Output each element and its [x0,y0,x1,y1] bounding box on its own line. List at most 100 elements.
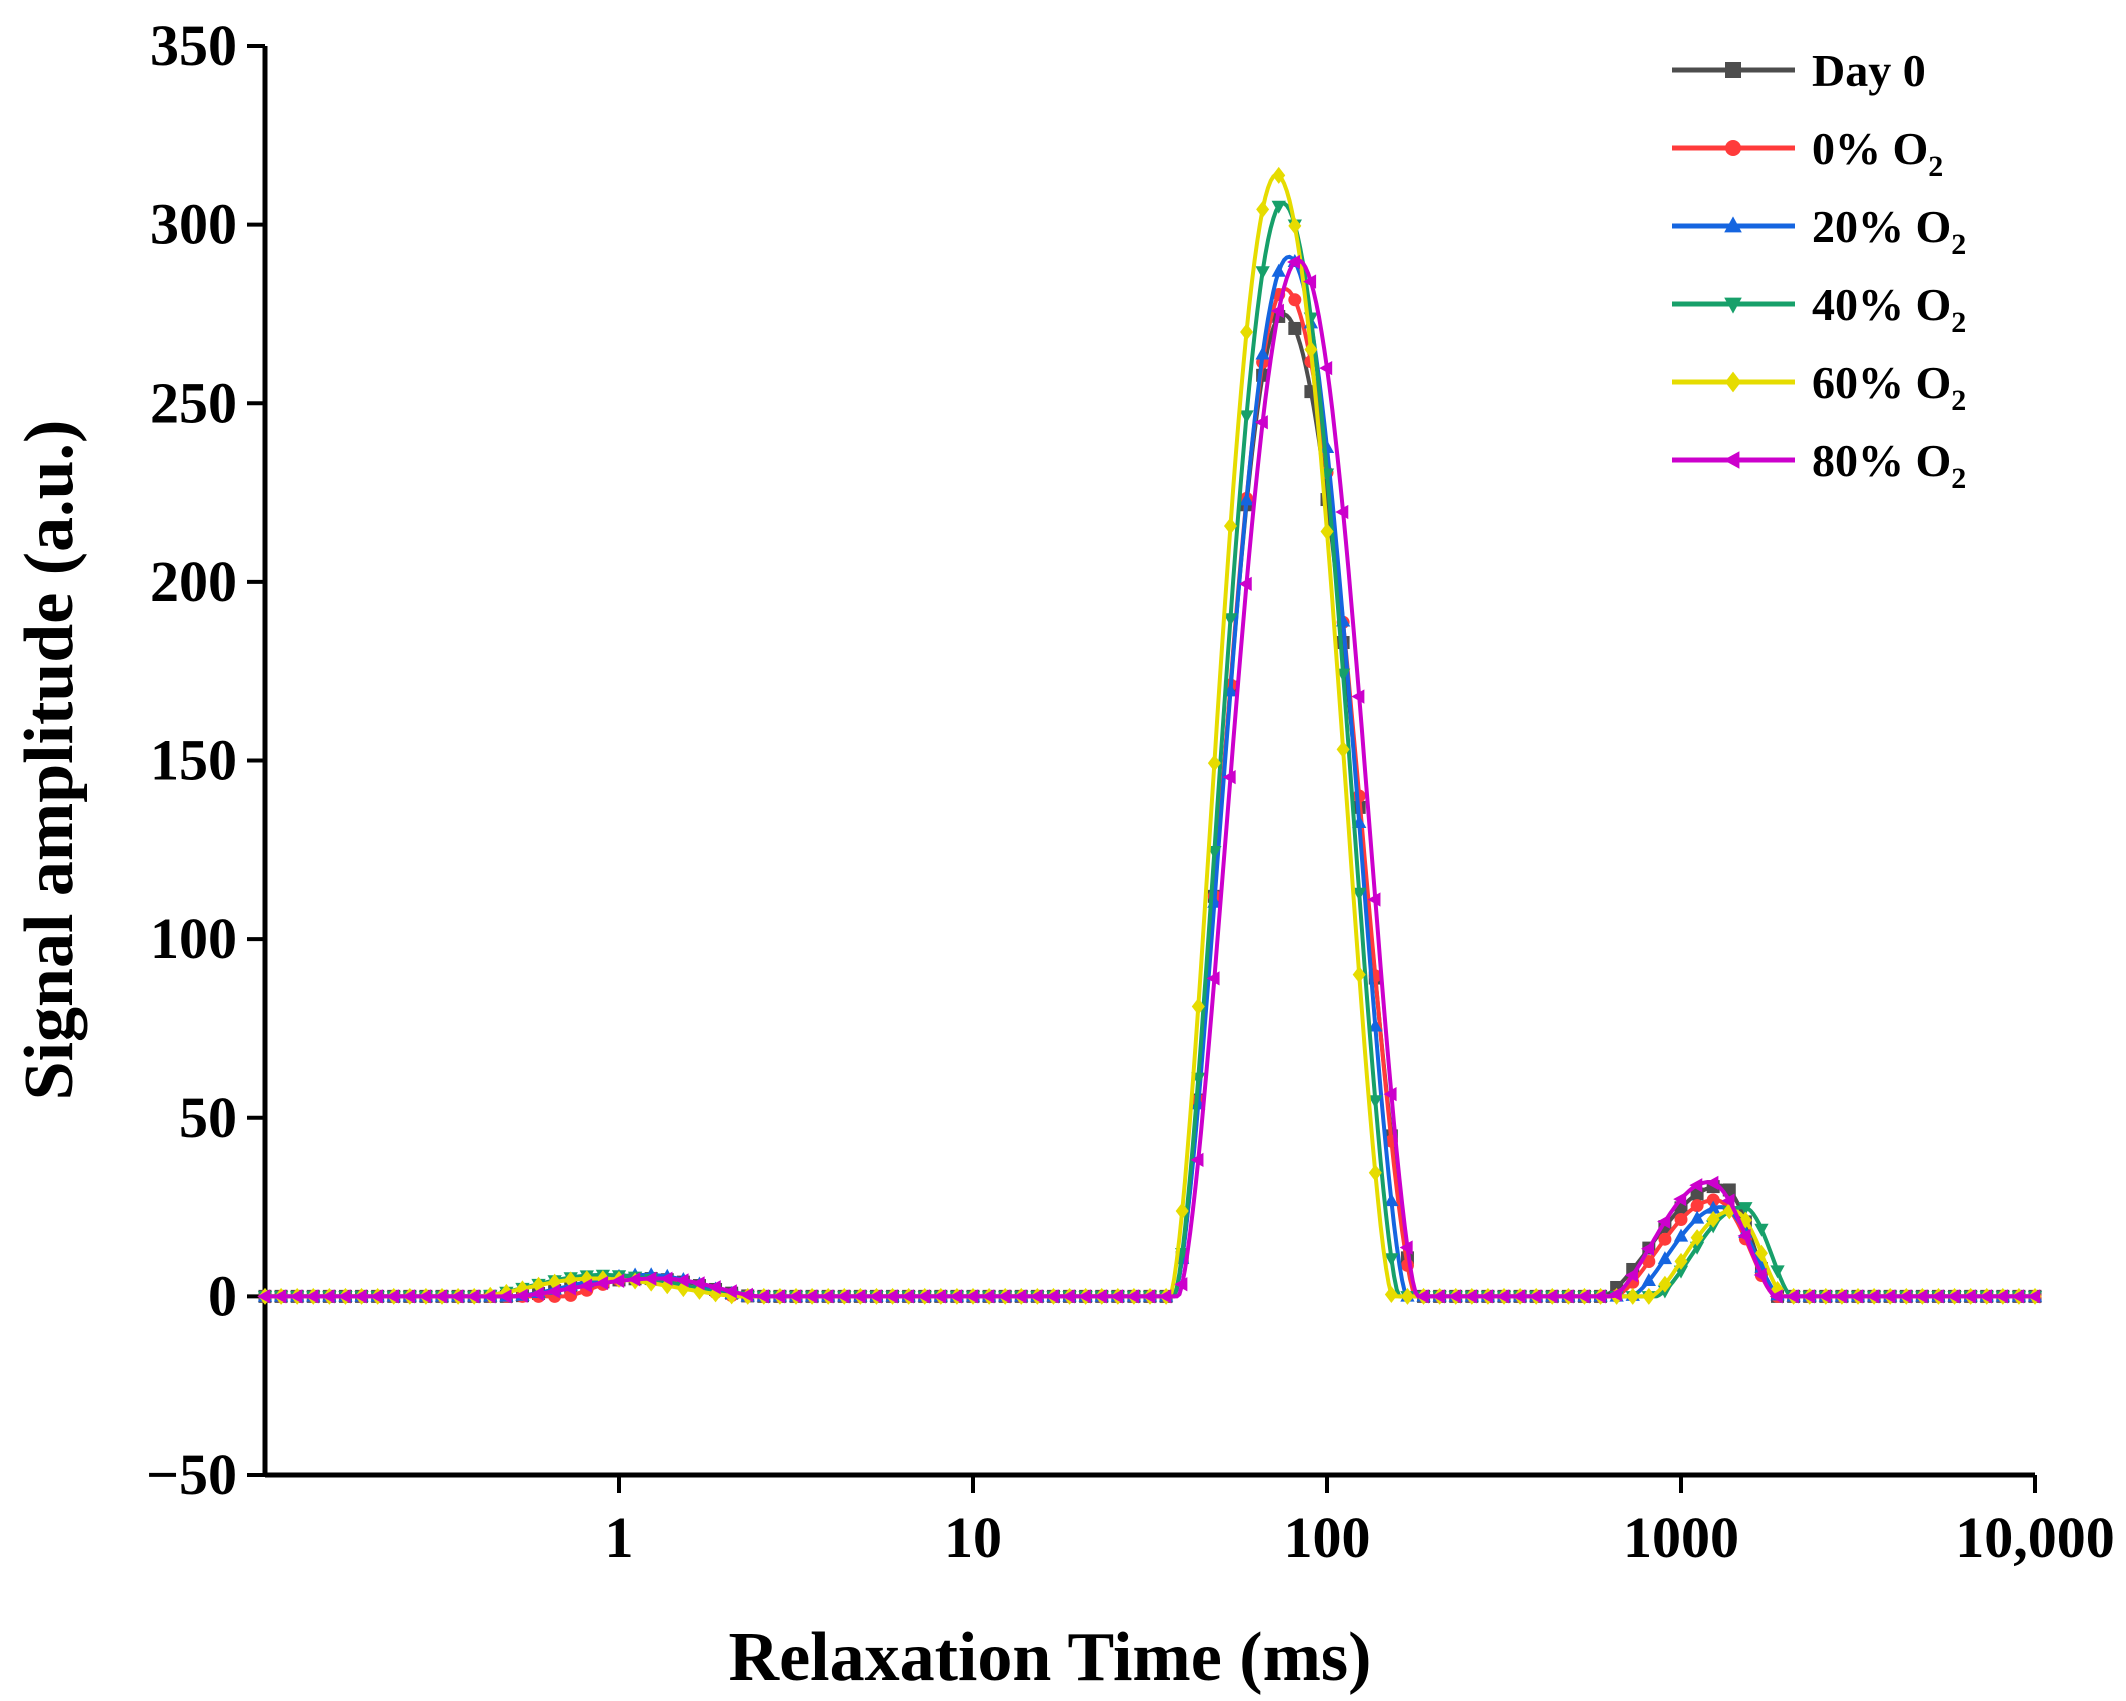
data-point [1158,1289,1172,1304]
data-point [257,1289,271,1304]
data-point [1304,341,1318,358]
data-point [1271,200,1286,214]
data-point [1110,1289,1124,1304]
data-point [691,1276,705,1291]
legend-item: 40% O2 [1672,279,1966,339]
legend-subscript: 2 [1951,462,1966,495]
data-point [707,1280,721,1295]
data-point [595,1275,609,1291]
data-point [868,1289,882,1304]
data-point [1818,1289,1832,1304]
data-point [1272,166,1286,184]
y-tick-label: −50 [146,1442,237,1507]
data-point [1352,966,1366,984]
data-point [1690,1199,1704,1213]
data-point [1850,1289,1864,1304]
data-point [1254,415,1268,430]
data-point [273,1289,287,1304]
data-point [1962,1289,1976,1304]
data-point [1898,1289,1912,1304]
series-line [265,258,2035,1299]
data-point [1801,1289,1815,1304]
data-point [659,1271,673,1286]
data-point [1930,1289,1944,1304]
data-point [1351,689,1365,704]
legend-label: 20% O2 [1812,201,1966,261]
data-point [1608,1287,1622,1302]
data-point [1223,613,1238,627]
data-point [1866,1289,1880,1304]
data-point [1384,1253,1399,1267]
series-2 [257,253,2043,1302]
data-point [418,1289,432,1304]
series-1 [258,287,2042,1303]
legend-marker [1725,62,1741,78]
data-point [644,1274,658,1292]
x-tick-label: 10,000 [1955,1505,2115,1570]
data-point [546,1284,560,1299]
data-point [1771,1280,1785,1298]
legend-subscript: 2 [1951,306,1966,339]
data-point [965,1289,979,1304]
y-tick-label: 350 [150,13,237,78]
data-point [1689,1210,1705,1224]
data-point [1270,303,1284,318]
data-point [321,1289,335,1304]
legend-item: 60% O2 [1672,357,1966,417]
data-point [353,1289,367,1304]
y-axis-title: Signal amplitude (a.u.) [11,420,88,1101]
data-point [1978,1289,1992,1304]
data-point [1061,1289,1075,1304]
data-point [1754,1223,1769,1237]
data-point [498,1289,512,1304]
x-axis-title: Relaxation Time (ms) [729,1619,1372,1696]
data-point [1592,1289,1606,1304]
y-tick-label: 150 [150,728,237,793]
legend-label: 60% O2 [1812,357,1966,417]
data-point [1706,1200,1721,1214]
data-point [1415,1289,1429,1304]
data-point [1400,1287,1414,1305]
legend-label: 0% O2 [1812,123,1943,183]
data-point [548,1273,562,1291]
data-point [1946,1289,1960,1304]
data-point [1624,1268,1638,1283]
data-point [1995,1289,2009,1304]
data-point [1754,1244,1768,1262]
data-point [1770,1265,1785,1279]
data-point [852,1289,866,1304]
data-point [916,1289,930,1304]
data-point [1367,892,1381,907]
data-point [1480,1289,1494,1304]
data-point [1626,1287,1640,1305]
series-5 [257,254,2041,1304]
legend-item: 20% O2 [1672,201,1966,261]
data-point [1288,217,1302,235]
data-point [450,1289,464,1304]
data-point [1544,1289,1558,1304]
data-point [1223,517,1237,535]
legend-subscript: 2 [1951,384,1966,417]
data-point [1239,492,1254,506]
y-tick-label: 200 [150,549,237,614]
y-tick-label: 0 [208,1263,237,1328]
x-tick-label: 1 [605,1505,634,1570]
data-point [1882,1289,1896,1304]
data-point [1657,1214,1671,1229]
data-point [1753,1267,1767,1283]
data-point [530,1286,544,1301]
y-tick-label: 250 [150,370,237,435]
data-point [562,1281,576,1296]
data-point [1222,769,1236,785]
data-point [1029,1289,1043,1304]
data-point [434,1289,448,1304]
data-point [1658,1232,1672,1246]
data-point [1255,346,1270,360]
data-point [2011,1289,2025,1304]
series-line [265,201,2035,1299]
axes [262,46,2035,1478]
data-point [1368,1018,1383,1032]
data-point [1383,1086,1397,1102]
data-point [1690,1229,1704,1247]
data-point [1288,293,1302,307]
